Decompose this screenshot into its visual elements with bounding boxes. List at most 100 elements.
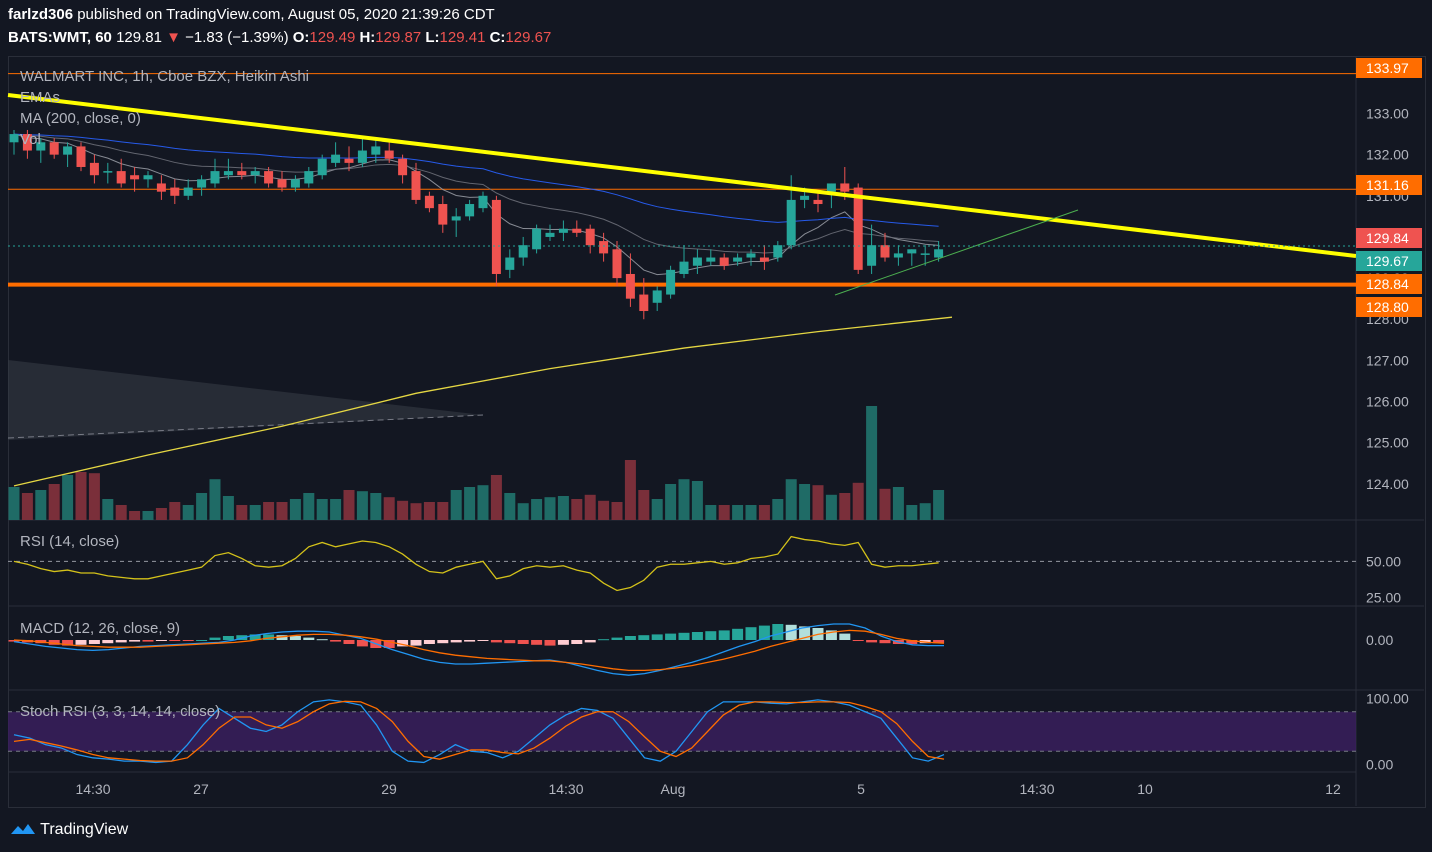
candle-body [639,294,649,312]
volume-bar [517,503,529,520]
macd-histogram-bar [624,636,636,640]
price-label-box [1356,297,1422,317]
price-tick-label: 133.00 [1366,105,1409,121]
candle-body [853,187,863,270]
volume-bar [651,499,663,520]
volume-bar [115,505,127,520]
volume-bar [477,485,489,520]
macd-legend[interactable]: MACD (12, 26, close, 9) [20,620,181,637]
macd-histogram-bar [115,640,127,643]
macd-histogram-bar [48,640,60,645]
macd-histogram-bar [437,640,449,644]
volume-bar [544,497,556,520]
candle-body [572,228,582,233]
time-tick-label: 5 [857,781,865,797]
candle-body [331,154,341,163]
volume-bar [531,499,543,520]
candle-body [465,204,475,217]
time-tick-label: 12 [1325,781,1341,797]
emas-legend[interactable]: EMAs [20,89,61,106]
volume-bar [812,485,824,520]
macd-histogram-bar [705,631,717,640]
macd-histogram-bar [732,628,744,640]
macd-histogram-bar [289,636,301,640]
macd-histogram-bar [678,632,690,640]
macd-histogram-bar [303,637,315,640]
macd-histogram-bar [638,635,650,640]
volume-bar [691,481,703,520]
macd-histogram-bar [906,640,918,644]
macd-histogram-bar [316,639,328,641]
candle-body [76,146,86,167]
time-tick-label: 14:30 [548,781,583,797]
macd-histogram-bar [142,640,154,642]
macd-histogram-bar [330,640,342,642]
macd-histogram-bar [222,636,234,640]
macd-histogram-bar [450,640,462,643]
candle-body [9,134,19,143]
volume-bar [209,479,221,520]
volume-bar [705,505,717,520]
volume-bar [490,475,502,520]
macd-histogram-bar [598,639,610,641]
open-label: O: [292,29,310,46]
volume-bar [129,511,141,520]
candle-body [880,245,890,258]
macd-histogram-bar [852,640,864,641]
candle-body [625,273,635,299]
series-title[interactable]: WALMART INC, 1h, Cboe BZX, Heikin Ashi [20,68,309,85]
volume-bar [678,479,690,520]
stoch-legend[interactable]: Stoch RSI (3, 3, 14, 14, close) [20,703,221,720]
macd-histogram-bar [799,626,811,640]
candle-body [934,249,944,258]
stoch-tick-label: 0.00 [1366,756,1393,772]
volume-bar [919,503,931,520]
candle-body [813,199,823,205]
candle-body [130,175,140,180]
volume-bar [289,499,301,520]
rsi-legend[interactable]: RSI (14, close) [20,533,120,550]
price-tick-label: 124.00 [1366,476,1409,492]
volume-bar [785,479,797,520]
volume-bar [665,484,677,520]
volume-bar [263,502,275,520]
price-tick-label: 125.00 [1366,435,1409,451]
candle-body [103,171,113,173]
volume-bar [236,505,248,520]
candle-body [89,162,99,176]
time-tick-label: 27 [193,781,209,797]
macd-histogram-bar [839,633,851,640]
price-change: −1.83 (−1.39%) [185,29,289,46]
price-label-box [1356,228,1422,248]
close-label: C: [489,29,506,46]
volume-bar [598,500,610,520]
candle-body [518,245,528,258]
tradingview-brand[interactable]: TradingView [10,818,128,839]
ma-legend[interactable]: MA (200, close, 0) [20,110,141,127]
candle-body [666,269,676,295]
macd-histogram-bar [933,640,945,644]
macd-histogram-bar [383,640,395,648]
vol-legend[interactable]: Vol [20,131,41,148]
price-tick-label: 126.00 [1366,394,1409,410]
macd-histogram-bar [517,640,529,644]
stoch-d-line [13,700,945,762]
macd-histogram-bar [557,640,569,645]
volume-bar [799,484,811,520]
macd-histogram-bar [263,634,275,640]
candle-body [344,158,354,163]
author-name[interactable]: farlzd306 [8,6,74,23]
volume-bar [718,505,730,520]
macd-histogram-bar [866,640,878,643]
candle-body [451,216,461,221]
ema-line [13,133,939,227]
candle-body [424,195,434,209]
volume-bar [638,490,650,520]
volume-bar [464,487,476,520]
macd-histogram-bar [665,633,677,640]
rsi-tick-label: 25.00 [1366,590,1401,606]
volume-bar [276,502,288,520]
candle-body [22,134,32,151]
rsi-tick-label: 50.00 [1366,553,1401,569]
